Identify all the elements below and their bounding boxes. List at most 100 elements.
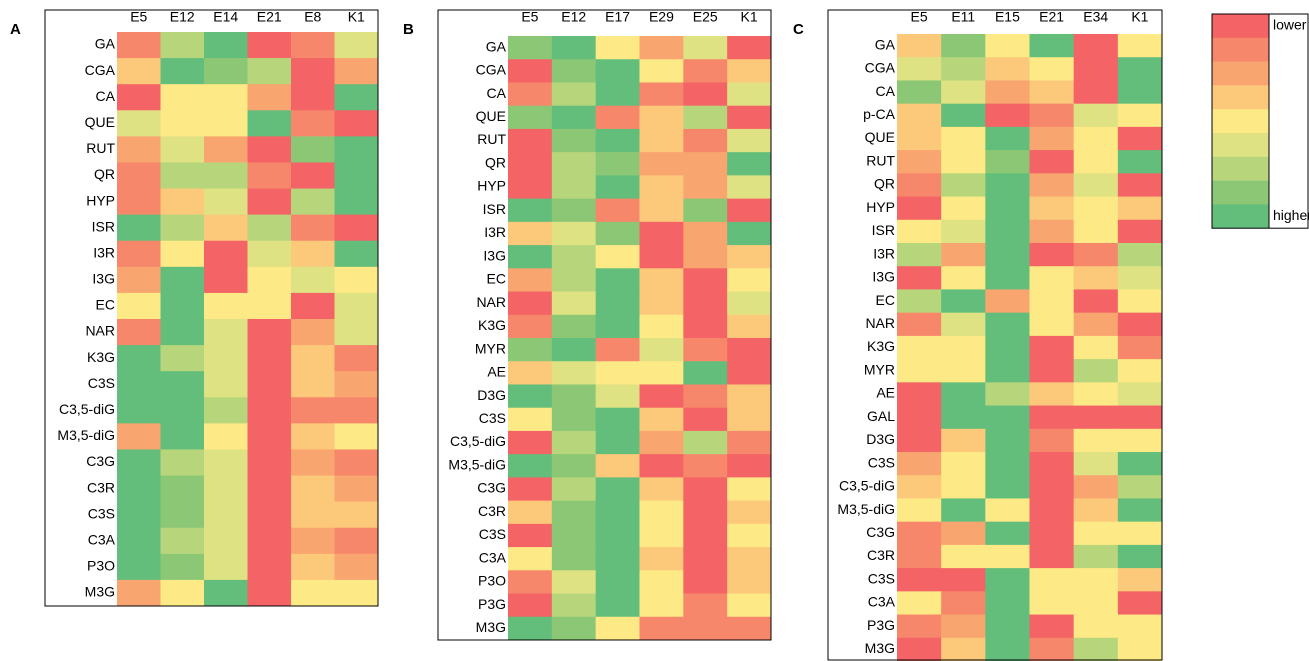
row-label: QUE xyxy=(865,129,895,145)
heat-cell xyxy=(985,219,1030,244)
heat-cell xyxy=(508,128,553,153)
heat-cell xyxy=(1029,521,1075,546)
heat-cell xyxy=(595,291,640,316)
heat-cell xyxy=(204,214,248,242)
heat-cell xyxy=(551,454,597,478)
heat-cell xyxy=(985,475,1030,499)
heat-cell xyxy=(1029,266,1075,290)
heat-cell xyxy=(639,407,684,432)
column-label: E15 xyxy=(995,9,1020,25)
row-label: I3G xyxy=(483,247,506,263)
heat-cell xyxy=(1117,126,1163,151)
row-label: C3S xyxy=(868,570,895,586)
row-label: CGA xyxy=(865,60,896,76)
heat-cell xyxy=(291,162,335,190)
heat-cell xyxy=(204,58,248,85)
heat-cell xyxy=(941,57,986,81)
heat-cell xyxy=(897,126,942,151)
heat-cell xyxy=(291,292,335,320)
heat-cell xyxy=(1117,289,1163,314)
heat-cell xyxy=(941,150,986,174)
heat-cell xyxy=(551,245,597,269)
heat-cell xyxy=(897,475,942,499)
row-label: MYR xyxy=(864,361,895,377)
heat-cell xyxy=(1073,428,1119,453)
heat-cell xyxy=(160,266,205,294)
heat-cell xyxy=(683,36,728,60)
heat-cell xyxy=(204,110,248,137)
heat-cell xyxy=(683,616,728,641)
row-label: I3R xyxy=(93,244,115,260)
heat-cell xyxy=(683,338,728,362)
heat-cell xyxy=(941,521,986,546)
row-label: M3G xyxy=(85,584,115,600)
column-label: E5 xyxy=(130,9,147,25)
heat-cell xyxy=(897,103,942,128)
heat-cell xyxy=(897,34,942,58)
heat-cell xyxy=(1029,568,1075,592)
heat-cell xyxy=(160,553,205,581)
heat-cell xyxy=(1117,150,1163,174)
heat-cell xyxy=(683,59,728,83)
column-label: K1 xyxy=(741,9,758,25)
heat-cell xyxy=(985,103,1030,128)
heat-cell xyxy=(247,501,292,529)
heat-cell xyxy=(639,338,684,362)
heat-cell xyxy=(985,359,1030,383)
row-label: P3G xyxy=(478,596,506,612)
heat-cell xyxy=(117,292,161,320)
heat-cell xyxy=(595,616,640,641)
heat-cell xyxy=(1117,103,1163,128)
heat-cell xyxy=(508,361,553,385)
heat-cell xyxy=(639,570,684,595)
heat-cell xyxy=(160,58,205,85)
heat-cell xyxy=(291,475,335,503)
heat-cell xyxy=(639,593,684,618)
heat-cell xyxy=(595,454,640,478)
heat-cell xyxy=(1073,80,1119,105)
panel-letter: A xyxy=(10,21,21,38)
heat-cell xyxy=(727,338,772,362)
heat-cell xyxy=(595,152,640,176)
legend-swatch xyxy=(1212,37,1269,62)
heat-cell xyxy=(1029,126,1075,151)
heat-cell xyxy=(117,32,161,59)
heat-cell xyxy=(941,452,986,476)
heat-cell xyxy=(204,449,248,477)
row-label: I3G xyxy=(872,269,895,285)
heat-cell xyxy=(1117,196,1163,221)
heat-cell xyxy=(727,314,772,339)
row-label: C3A xyxy=(868,594,896,610)
heat-cell xyxy=(1029,57,1075,81)
heat-cell xyxy=(727,82,772,107)
heat-cell xyxy=(1029,498,1075,523)
heat-cell xyxy=(247,110,292,137)
heat-cell xyxy=(334,32,379,59)
heat-cell xyxy=(941,591,986,616)
heat-cell xyxy=(941,335,986,360)
heat-cell xyxy=(683,175,728,200)
heat-cell xyxy=(683,454,728,478)
heat-cell xyxy=(204,188,248,216)
heat-cell xyxy=(291,579,335,607)
heat-cell xyxy=(941,80,986,105)
heat-cell xyxy=(727,59,772,83)
row-label: D3G xyxy=(866,431,895,447)
heat-cell xyxy=(897,266,942,290)
legend-swatch xyxy=(1212,156,1269,181)
heat-cell xyxy=(291,501,335,529)
heat-cell xyxy=(508,570,553,595)
heat-cell xyxy=(117,527,161,555)
heat-cell xyxy=(727,454,772,478)
column-label: E25 xyxy=(693,9,718,25)
row-label: QUE xyxy=(85,114,115,130)
heat-cell xyxy=(985,452,1030,476)
heat-cell xyxy=(204,553,248,581)
heat-cell xyxy=(1073,150,1119,174)
heat-cell xyxy=(985,312,1030,337)
heat-cell xyxy=(334,136,379,163)
heat-cell xyxy=(683,128,728,153)
heat-cell xyxy=(727,361,772,385)
column-label: E12 xyxy=(170,9,195,25)
heat-cell xyxy=(595,500,640,525)
